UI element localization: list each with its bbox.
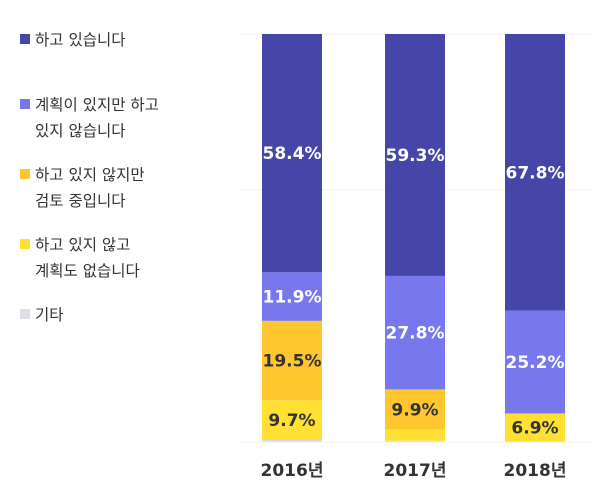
legend-swatch <box>20 34 30 44</box>
x-tick-label: 2016년 <box>261 461 324 481</box>
data-label: 9.9% <box>391 401 438 421</box>
legend-label: 하고 있습니다 <box>35 31 126 49</box>
legend-swatch <box>20 169 30 179</box>
bar-segment <box>385 275 445 390</box>
bar-segment <box>262 34 322 273</box>
legend-item: 하고 있습니다 <box>20 27 126 53</box>
legend-item: 기타 <box>20 302 64 328</box>
bar-segment <box>262 400 322 440</box>
legend-label: 하고 있지 않고 <box>35 236 131 254</box>
legend-swatch <box>20 309 30 319</box>
data-label: 25.2% <box>506 353 565 373</box>
bar-segment <box>505 310 565 414</box>
x-tick-label: 2017년 <box>384 461 447 481</box>
bar-segment <box>385 440 445 442</box>
bar-segment <box>262 272 322 321</box>
data-label: 9.7% <box>268 411 315 431</box>
legend-label: 계획도 없습니다 <box>35 262 140 280</box>
legend-label: 있지 않습니다 <box>35 122 126 140</box>
bar-segment <box>262 320 322 401</box>
legend-label: 기타 <box>35 306 64 324</box>
legend-label: 하고 있지 않지만 <box>35 166 145 184</box>
legend-swatch <box>20 99 30 109</box>
legend-label: 검토 중입니다 <box>35 192 126 210</box>
bar-segment <box>505 413 565 442</box>
data-label: 58.4% <box>263 144 322 164</box>
x-tick-label: 2018년 <box>504 461 567 481</box>
bar-segment <box>385 34 445 276</box>
data-label: 67.8% <box>506 163 565 183</box>
data-label: 27.8% <box>386 324 445 344</box>
bar-segment <box>262 439 322 442</box>
bar-segment <box>385 429 445 441</box>
legend-label: 계획이 있지만 하고 <box>35 96 159 114</box>
data-label: 19.5% <box>263 352 322 372</box>
data-label: 6.9% <box>511 419 558 439</box>
data-label: 59.3% <box>386 146 445 166</box>
bar-segment <box>385 389 445 430</box>
bar-segment <box>505 34 565 311</box>
legend-swatch <box>20 239 30 249</box>
data-label: 11.9% <box>263 288 322 308</box>
